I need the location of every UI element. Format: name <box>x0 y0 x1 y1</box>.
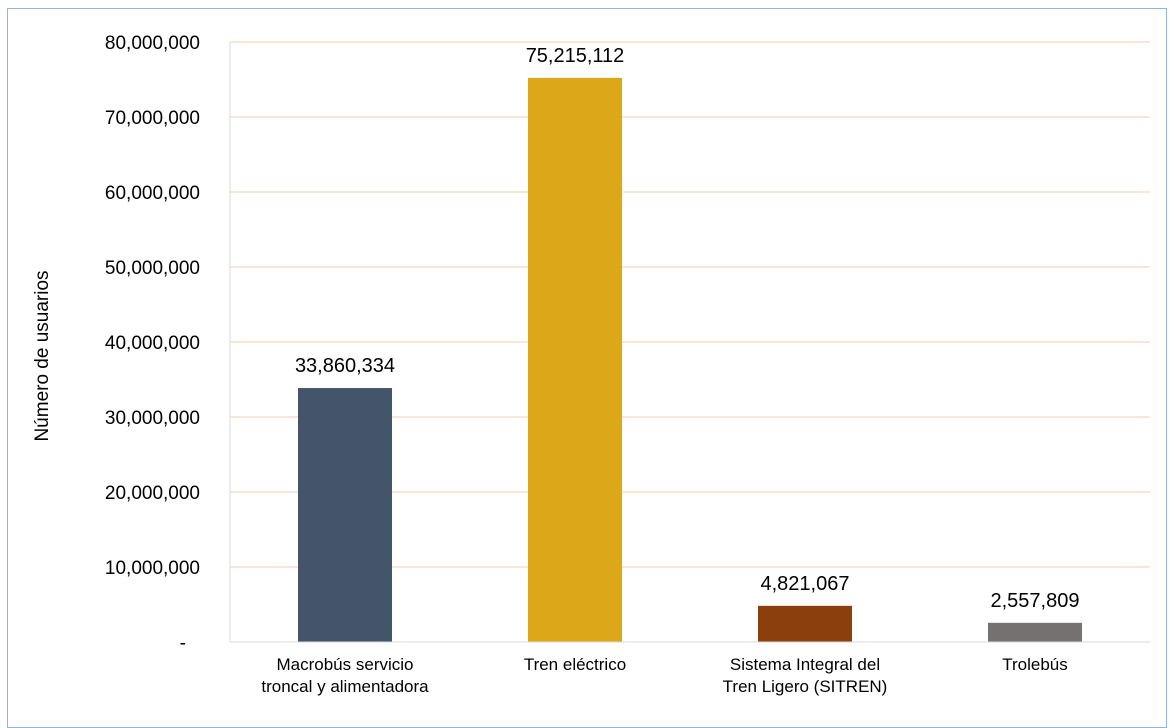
bar <box>758 605 852 642</box>
data-label: 4,821,067 <box>761 573 850 595</box>
bar <box>528 77 622 642</box>
y-tick-label: 70,000,000 <box>105 108 200 129</box>
x-category-label: Trolebús <box>1002 655 1068 674</box>
x-category-label: troncal y alimentadora <box>261 677 429 696</box>
y-tick-label: 60,000,000 <box>105 183 200 204</box>
bar <box>298 388 392 642</box>
axes <box>229 42 1150 643</box>
bars <box>298 77 1082 642</box>
x-category-label: Macrobús servicio <box>277 655 414 674</box>
x-category-label: Tren eléctrico <box>524 655 626 674</box>
y-axis-ticks: - 10,000,000 20,000,000 30,000,000 40,000,00… <box>105 33 200 654</box>
y-tick-label: - <box>180 633 186 654</box>
y-tick-label: 80,000,000 <box>105 33 200 54</box>
y-tick-label: 10,000,000 <box>105 558 200 579</box>
y-tick-label: 50,000,000 <box>105 258 200 279</box>
x-category-label: Tren Ligero (SITREN) <box>723 677 888 696</box>
x-axis-categories: Macrobús servicio troncal y alimentadora T… <box>261 655 1067 696</box>
y-tick-label: 30,000,000 <box>105 408 200 429</box>
x-category-label: Sistema Integral del <box>730 655 880 674</box>
y-tick-label: 40,000,000 <box>105 333 200 354</box>
y-axis-title: Número de usuarios <box>32 270 53 441</box>
data-labels: 33,860,334 75,215,112 4,821,067 2,557,809 <box>295 45 1080 612</box>
data-label: 2,557,809 <box>991 590 1080 612</box>
y-tick-label: 20,000,000 <box>105 483 200 504</box>
data-label: 33,860,334 <box>295 355 395 377</box>
data-label: 75,215,112 <box>526 45 625 67</box>
bar <box>988 622 1082 642</box>
